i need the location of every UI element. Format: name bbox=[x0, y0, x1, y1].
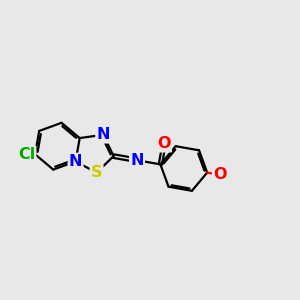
Text: S: S bbox=[91, 165, 102, 180]
Text: N: N bbox=[97, 127, 110, 142]
Text: N: N bbox=[130, 153, 144, 168]
Text: O: O bbox=[157, 136, 171, 151]
Text: O: O bbox=[213, 167, 227, 182]
Text: Cl: Cl bbox=[18, 147, 35, 162]
Text: N: N bbox=[69, 154, 82, 169]
